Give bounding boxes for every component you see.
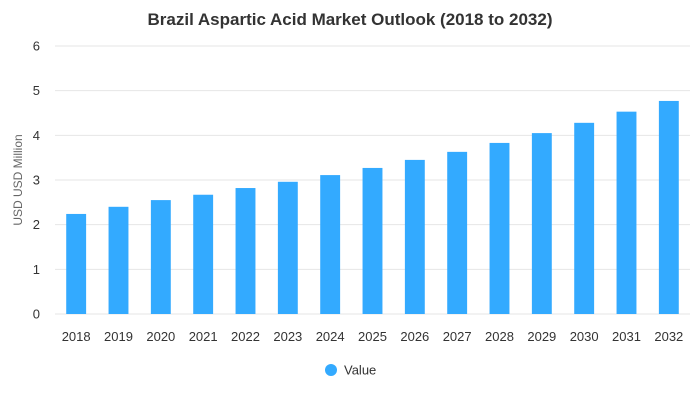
y-tick-label: 3 bbox=[33, 173, 40, 188]
x-tick-label: 2022 bbox=[231, 329, 260, 344]
bar-2030[interactable] bbox=[574, 122, 595, 315]
y-tick-label: 6 bbox=[33, 39, 40, 54]
bar-2029[interactable] bbox=[531, 133, 552, 314]
bar-2026[interactable] bbox=[404, 159, 425, 314]
y-tick-label: 2 bbox=[33, 217, 40, 232]
bar-2024[interactable] bbox=[320, 175, 341, 314]
bar-2032[interactable] bbox=[658, 100, 679, 314]
bar-2031[interactable] bbox=[616, 111, 637, 314]
legend-label: Value bbox=[344, 363, 376, 378]
bar-2020[interactable] bbox=[150, 200, 171, 314]
chart-title: Brazil Aspartic Acid Market Outlook (201… bbox=[148, 10, 553, 29]
x-tick-label: 2031 bbox=[612, 329, 641, 344]
bar-2027[interactable] bbox=[447, 151, 468, 314]
bar-2023[interactable] bbox=[277, 181, 298, 314]
x-tick-label: 2020 bbox=[146, 329, 175, 344]
y-tick-label: 4 bbox=[33, 128, 40, 143]
x-tick-label: 2023 bbox=[273, 329, 302, 344]
x-axis-ticks: 2018 2019 2020 2021 2022 2023 2024 2025 2026 2027… bbox=[62, 329, 684, 344]
legend-marker bbox=[325, 364, 337, 376]
x-tick-label: 2025 bbox=[358, 329, 387, 344]
y-tick-label: 0 bbox=[33, 307, 40, 322]
bars bbox=[66, 100, 679, 315]
legend[interactable]: Value bbox=[325, 363, 376, 378]
bar-2021[interactable] bbox=[193, 194, 214, 314]
y-tick-label: 1 bbox=[33, 262, 40, 277]
x-tick-label: 2027 bbox=[443, 329, 472, 344]
x-tick-label: 2032 bbox=[654, 329, 683, 344]
y-tick-label: 5 bbox=[33, 83, 40, 98]
x-tick-label: 2018 bbox=[62, 329, 91, 344]
bar-2022[interactable] bbox=[235, 188, 256, 314]
y-axis-ticks: 0 1 2 3 4 5 6 bbox=[33, 39, 40, 322]
bar-2028[interactable] bbox=[489, 142, 510, 314]
bar-2019[interactable] bbox=[108, 206, 129, 314]
bar-2025[interactable] bbox=[362, 167, 383, 314]
x-tick-label: 2026 bbox=[400, 329, 429, 344]
x-tick-label: 2028 bbox=[485, 329, 514, 344]
x-tick-label: 2030 bbox=[570, 329, 599, 344]
y-axis-label: USD USD Million bbox=[11, 134, 25, 225]
bar-2018[interactable] bbox=[66, 213, 87, 314]
x-tick-label: 2021 bbox=[189, 329, 218, 344]
x-tick-label: 2019 bbox=[104, 329, 133, 344]
x-tick-label: 2024 bbox=[316, 329, 345, 344]
x-tick-label: 2029 bbox=[527, 329, 556, 344]
